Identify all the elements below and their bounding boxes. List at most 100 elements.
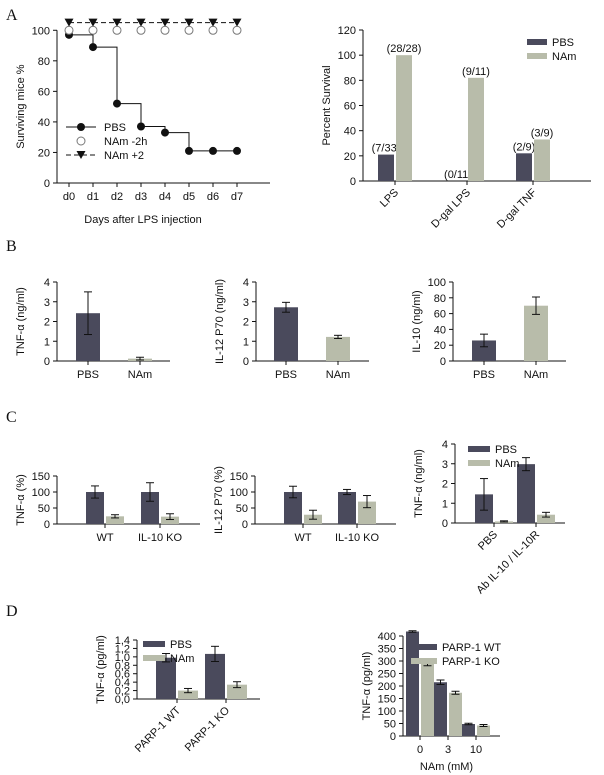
D2-ytick-label: 350 [378,644,396,656]
A2-data-label: (7/33) [372,143,401,155]
B3-ytick-label: 80 [434,293,446,305]
A1-marker [76,151,86,159]
B1-xtick-label: NAm [128,369,152,381]
A1-xtick-label: d5 [183,191,195,203]
C1-ylabel: TNF-α (%) [15,474,27,526]
A1-marker [208,25,218,35]
C3-legend-label: PBS [495,444,517,456]
D2-bar [477,725,490,736]
C3-legend-label: NAm [495,458,519,470]
B3-ylabel: IL-10 (ng/ml) [411,290,423,352]
C3-ylabel: TNF-α (ng/ml) [413,449,425,518]
B3-ytick-label: 0 [440,356,446,368]
A1-series-line [69,34,237,152]
A2-data-label: (9/11) [462,66,490,78]
A1-marker [64,25,74,35]
C3-ytick-label: 2 [442,479,448,491]
B1-ytick-label: 4 [44,277,50,289]
C3-legend-swatch [468,446,490,452]
B1-ytick-label: 2 [44,317,50,329]
B3-xtick-label: PBS [473,369,495,381]
C1-bar [161,516,179,524]
B2-bar [326,336,350,361]
B3-ytick-label: 60 [434,309,446,321]
D1-bar [227,684,247,699]
A2-data-label: (0/11) [444,169,472,181]
D2-xtick-label: 10 [470,744,482,756]
D2-bar [462,724,475,736]
D1-ytick-label: 0,6 [115,669,130,681]
D1-legend-label: NAm [170,653,194,665]
C3-ytick-label: 4 [442,439,448,451]
D2-ylabel: TNF-α (pg/ml) [361,652,373,721]
D1-bar [156,657,176,699]
A1-ylabel: Surviving mice % [15,64,27,149]
A2-data-label: (2/9) [513,141,536,153]
D2-ytick-label: 150 [378,694,396,706]
chart-a1: 0 20 40 60 80 100 Surviving mice % d0 d1 d2 d3 d4 d5… [15,18,270,226]
chart-c2: 0 50 100 150 IL-12 P70 (%) WT IL-10 KO [213,466,396,544]
B2-ylabel: IL-12 P70 (ng/ml) [214,279,226,364]
B1-ytick-label: 3 [44,297,50,309]
A1-xlabel: Days after LPS injection [84,214,201,226]
C3-bar [517,464,535,523]
A2-legend-label: NAm [552,51,576,63]
chart-b3: 0 20 40 60 80 100 IL-10 (ng/ml) PBS NAm [411,277,566,381]
A1-marker [88,18,98,27]
A2-legend-swatch [527,53,547,59]
D1-ytick-label: 0,8 [115,660,130,672]
A1-xtick-label: d6 [207,191,219,203]
A2-ytick-label: 60 [344,101,356,113]
A1-marker [112,18,122,27]
B2-xtick-label: NAm [326,369,350,381]
D1-legend-swatch [143,655,165,661]
D2-xlabel: NAm (mM) [420,761,473,773]
D2-legend-label: PARP-1 KO [442,656,500,668]
D2-ytick-label: 0 [390,731,396,743]
D1-legend-swatch [143,641,165,647]
A1-xtick-label: d2 [111,191,123,203]
A2-xtick-label: LPS [378,187,401,210]
D2-xtick-label: 3 [445,744,451,756]
A1-marker [113,99,121,108]
C3-ytick-label: 1 [442,498,448,510]
A1-ytick-label: 0 [44,178,50,190]
A2-data-label: (3/9) [531,127,554,139]
A1-marker [76,136,86,146]
C2-bar [338,492,356,524]
B2-bar [274,307,298,361]
D2-ytick-label: 300 [378,656,396,668]
C2-xtick-label: IL-10 KO [335,532,379,544]
A1-marker [112,25,122,35]
A2-ytick-label: 120 [338,25,356,37]
A1-marker [161,128,169,137]
D2-ytick-label: 250 [378,669,396,681]
C1-ytick-label: 100 [32,487,50,499]
B2-ytick-label: 0 [243,356,249,368]
A2-ytick-label: 100 [338,50,356,62]
D2-bar [406,631,419,736]
C3-legend-swatch [468,460,490,466]
D1-ytick-label: 0,0 [115,694,130,706]
A1-marker [209,146,217,155]
B3-bar [524,305,548,361]
B3-ytick-label: 40 [434,324,446,336]
A2-bar [468,77,484,181]
D2-ytick-label: 400 [378,631,396,643]
A1-legend-label: NAm +2 [104,150,144,162]
A2-ytick-label: 0 [350,176,356,188]
chart-b2: 0 1 2 3 4 IL-12 P70 (ng/ml) PBS NAm [214,277,369,381]
C1-bar [141,492,159,524]
A2-xtick-label: D-gal TNF [495,186,539,230]
C3-ytick-label: 3 [442,459,448,471]
C1-xtick-label: IL-10 KO [138,532,182,544]
A1-xtick-label: d4 [159,191,171,203]
D1-ytick-label: 1,0 [115,652,130,664]
A1-marker [136,18,146,27]
A1-xtick-label: d7 [231,191,243,203]
A1-ytick-label: 100 [32,25,50,37]
A1-marker [233,146,241,155]
A1-ytick-label: 40 [38,117,50,129]
A1-marker [89,43,97,52]
